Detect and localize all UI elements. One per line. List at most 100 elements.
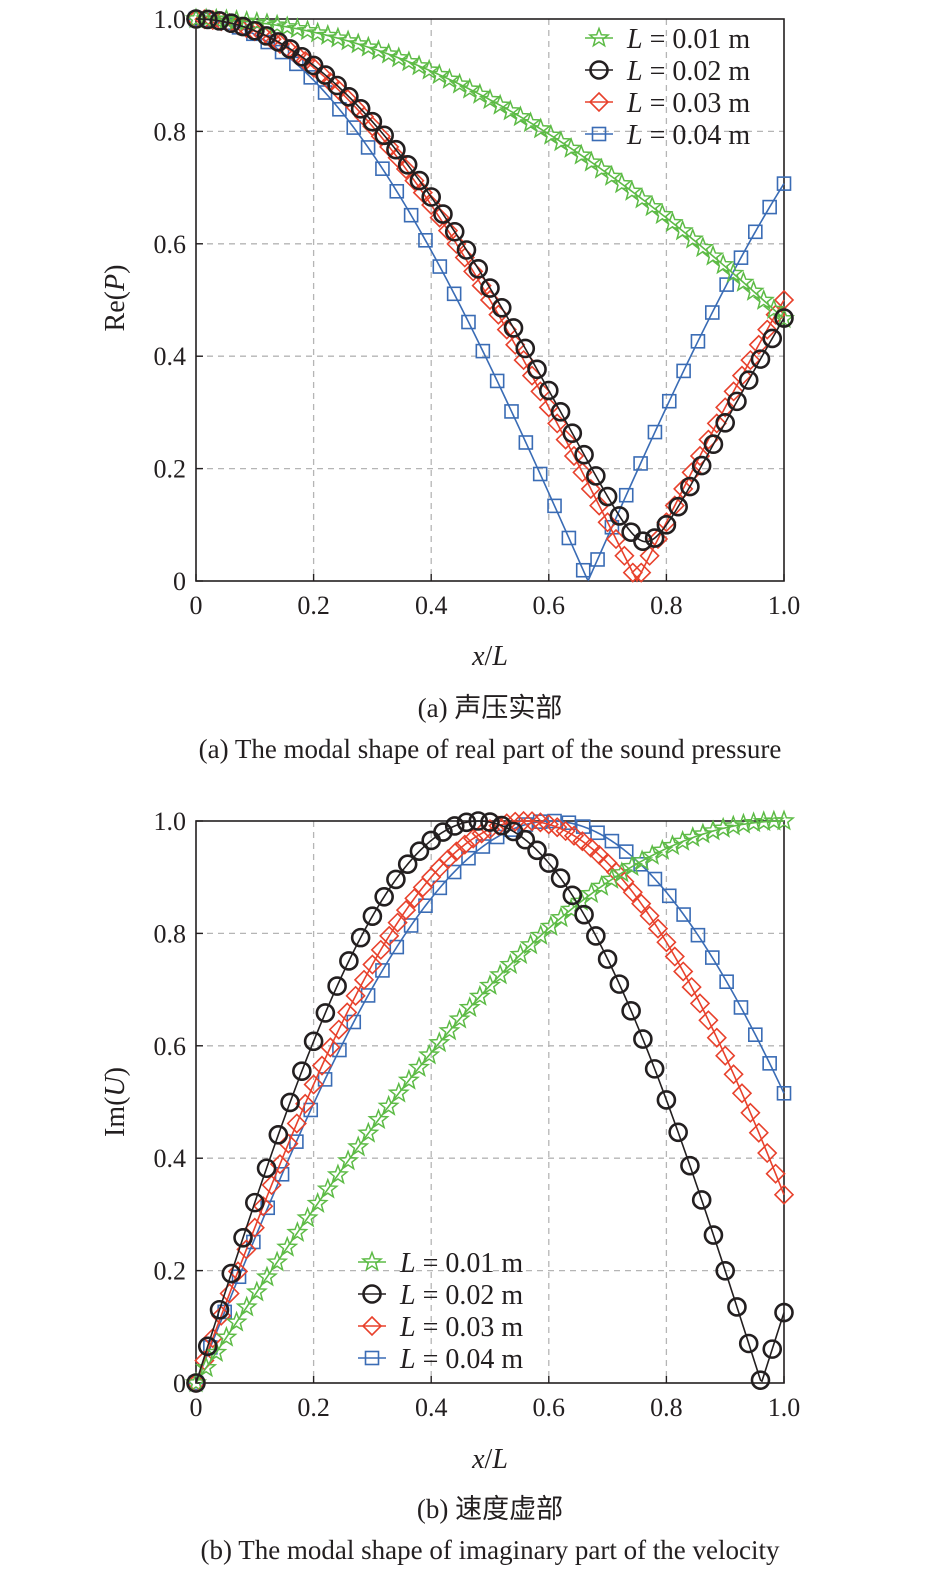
data-point — [530, 812, 551, 833]
data-point — [362, 954, 383, 975]
data-point — [306, 1191, 329, 1213]
series-l002 — [186, 811, 794, 1393]
data-point — [604, 833, 620, 849]
panel-a: Re(P) x/L (a) 声压实部 (a) The modal shape o… — [100, 265, 781, 764]
data-point — [350, 99, 371, 119]
data-point — [698, 1010, 719, 1031]
data-point — [547, 498, 562, 514]
data-point — [539, 123, 562, 145]
data-point — [586, 466, 606, 486]
data-point — [706, 413, 727, 434]
data-point — [715, 397, 736, 418]
series-line — [196, 18, 785, 320]
data-point — [186, 1373, 206, 1393]
data-point — [748, 224, 763, 240]
data-point — [360, 988, 376, 1003]
data-point — [590, 552, 605, 567]
data-point — [519, 111, 542, 133]
data-point — [620, 179, 644, 201]
data-point — [505, 811, 526, 832]
data-point — [668, 496, 688, 517]
data-point — [580, 478, 601, 500]
data-point — [680, 476, 700, 497]
legend-marker — [360, 1250, 384, 1272]
x-tick-label: 1.0 — [768, 1393, 801, 1422]
data-point — [575, 562, 591, 578]
data-point — [550, 401, 571, 422]
data-point — [387, 912, 408, 933]
data-point — [446, 233, 467, 255]
axis-ticks: 0 0.2 0.4 0.6 0.8 1.0 0 0.2 0.4 0.6 0.8 1.0 — [154, 5, 801, 620]
data-point — [731, 1083, 753, 1104]
data-point — [762, 199, 777, 215]
data-point — [681, 976, 702, 998]
data-point — [332, 1042, 347, 1058]
data-point — [306, 21, 329, 43]
data-point — [733, 1000, 749, 1015]
legend-label: L = 0.03 m — [626, 88, 750, 119]
data-point — [428, 63, 451, 85]
data-point — [468, 984, 491, 1006]
data-point — [296, 19, 319, 41]
data-point — [691, 236, 714, 258]
data-point — [738, 370, 759, 390]
data-point — [215, 1325, 238, 1347]
data-point — [328, 1019, 349, 1040]
data-point — [463, 261, 484, 282]
data-point — [621, 1001, 641, 1021]
data-point — [661, 393, 677, 409]
data-point — [397, 154, 418, 175]
data-point — [529, 117, 552, 139]
x-tick-label: 0.2 — [297, 591, 330, 620]
data-point — [374, 125, 394, 146]
data-point — [269, 1154, 291, 1175]
y-tick-label: 0.8 — [154, 919, 187, 948]
data-point — [320, 1037, 341, 1058]
panel-b-caption-cn: (b) 速度虚部 — [417, 1494, 563, 1524]
data-point — [580, 882, 603, 904]
data-point — [233, 16, 253, 37]
data-point — [370, 939, 391, 960]
data-point — [691, 1190, 712, 1210]
data-point — [346, 120, 362, 135]
legend-marker — [588, 91, 610, 113]
data-point — [292, 1061, 312, 1082]
data-point — [286, 1113, 307, 1134]
data-point — [609, 506, 630, 526]
data-point — [418, 233, 433, 248]
data-point — [574, 904, 594, 925]
legend-item-l002: L = 0.02 m — [358, 1280, 523, 1311]
data-point — [404, 170, 425, 191]
y-tick-label: 0.4 — [154, 1144, 187, 1173]
series-l003 — [185, 810, 795, 1394]
panel-b-xlabel: x/L — [471, 1444, 508, 1475]
data-point — [461, 314, 476, 330]
y-tick-label: 0.6 — [154, 230, 187, 259]
data-point — [337, 1002, 358, 1023]
data-point — [186, 9, 206, 29]
data-point — [489, 963, 512, 985]
chart-b: 0 0.2 0.4 0.6 0.8 1.0 0 0.2 0.4 0.6 0.8 1.0 L = 0.01… — [154, 807, 801, 1422]
x-tick-label: 1.0 — [768, 591, 801, 620]
data-point — [647, 424, 663, 440]
data-point — [360, 140, 376, 155]
data-point — [572, 462, 593, 483]
data-point — [748, 1027, 763, 1043]
data-point — [622, 562, 643, 583]
y-tick-label: 0 — [173, 567, 186, 596]
data-point — [668, 1122, 688, 1143]
data-point — [458, 77, 481, 99]
legend-item-l001: L = 0.01 m — [585, 24, 750, 55]
data-point — [347, 32, 370, 54]
data-point — [409, 170, 430, 191]
data-point — [690, 334, 706, 349]
data-point — [266, 13, 289, 35]
data-point — [403, 207, 419, 223]
data-point — [555, 429, 576, 450]
data-point — [757, 1142, 778, 1164]
data-point — [590, 874, 613, 896]
data-point — [689, 445, 711, 467]
data-point — [750, 349, 771, 369]
legend-marker — [364, 1350, 380, 1366]
data-point — [478, 88, 502, 110]
